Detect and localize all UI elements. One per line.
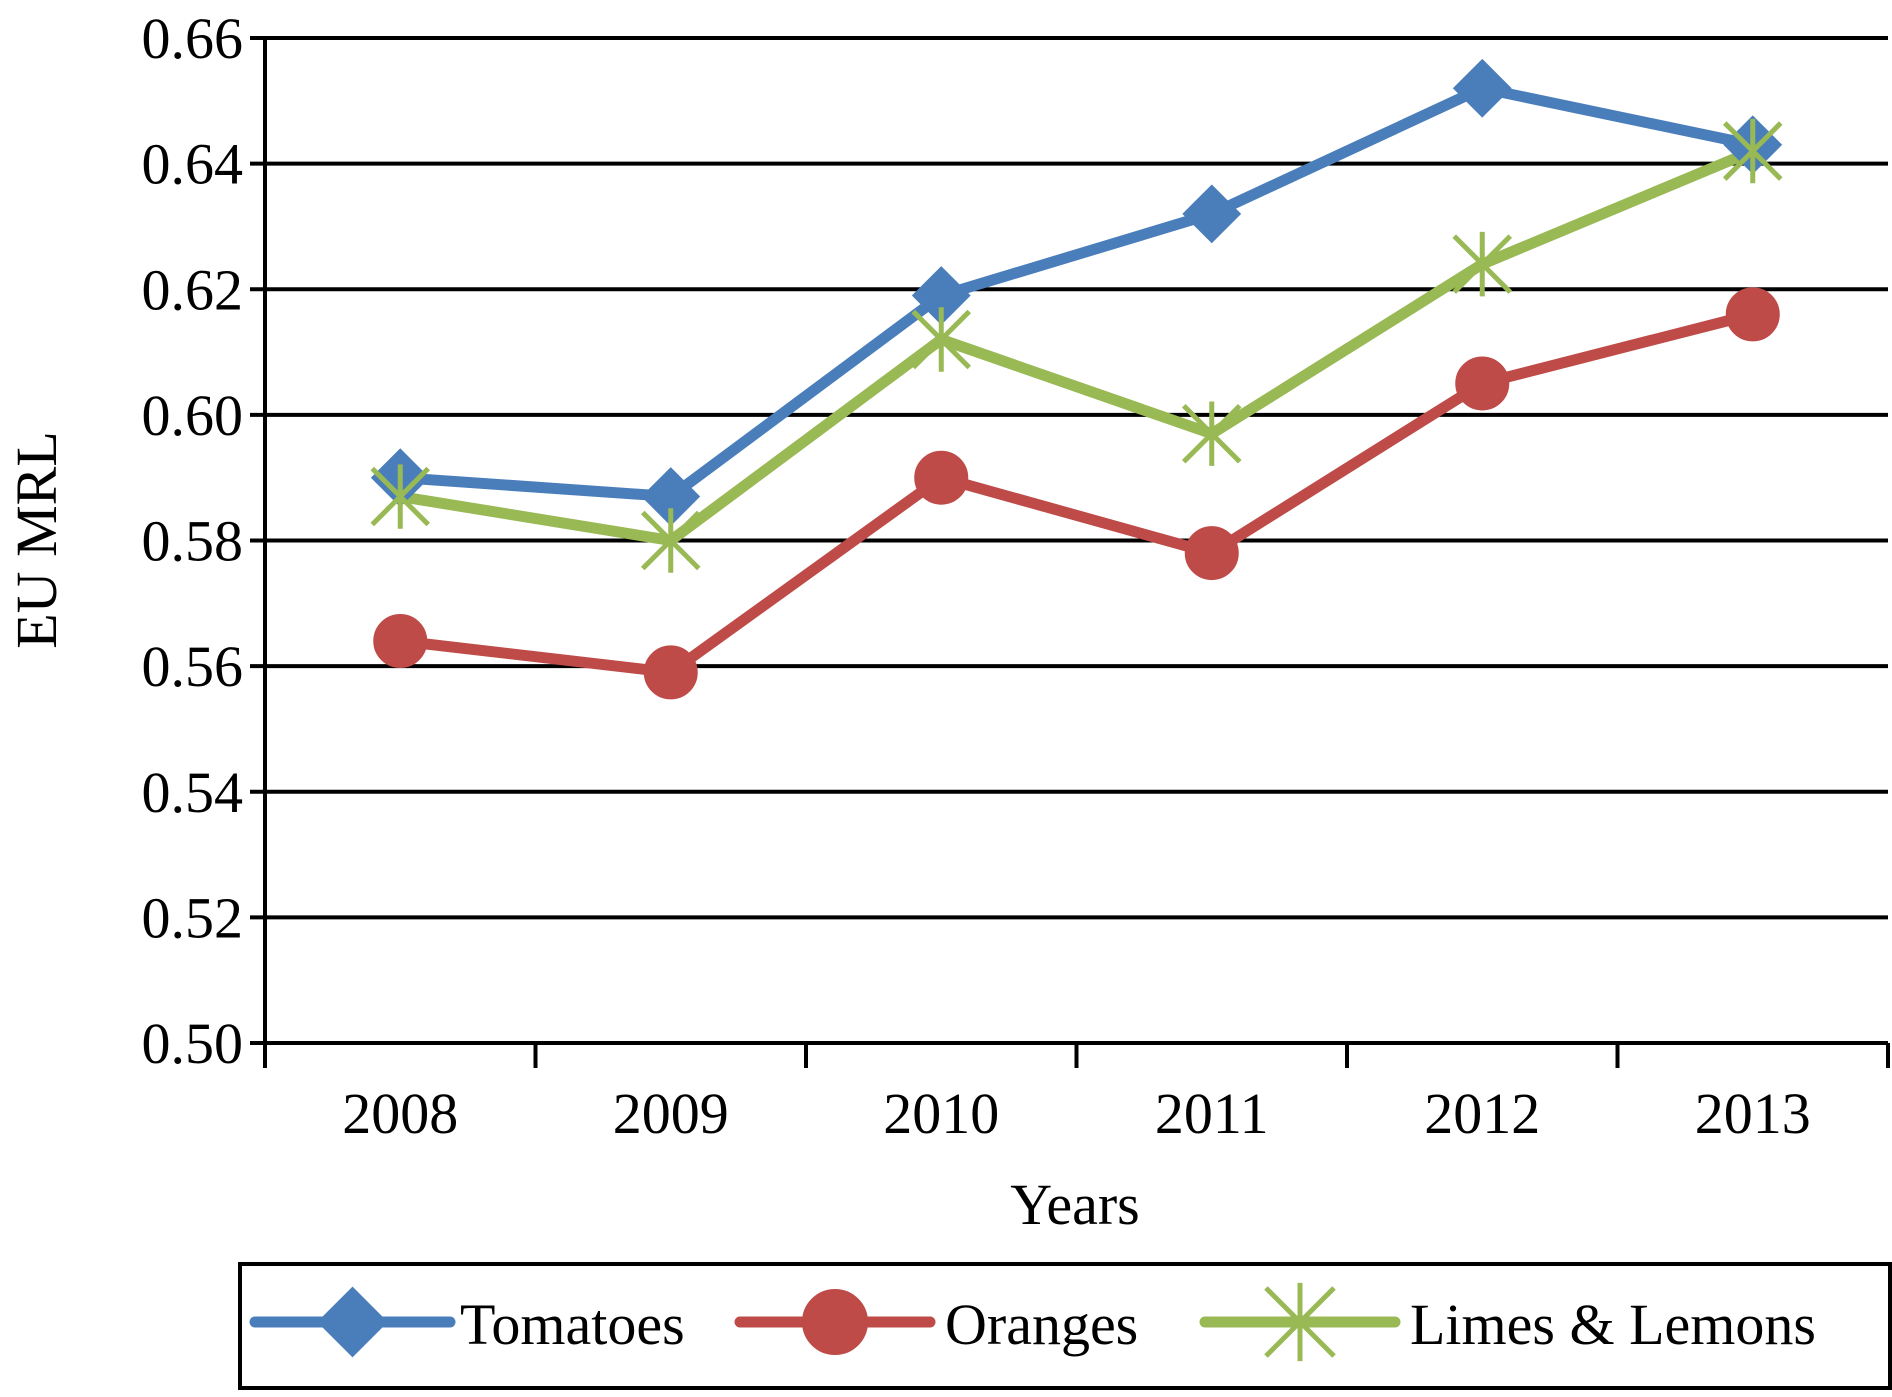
data-point [370, 464, 431, 529]
data-point [373, 614, 428, 668]
y-tick-label: 0.56 [142, 634, 244, 699]
y-tick-label: 0.50 [142, 1011, 244, 1076]
data-point [1184, 526, 1239, 581]
legend-label: Oranges [945, 1292, 1138, 1357]
legend-marker [317, 1286, 388, 1358]
series-line [394, 308, 1759, 678]
y-tick-label: 0.52 [142, 885, 244, 950]
y-tick-label: 0.66 [142, 6, 244, 71]
series-group [370, 58, 1783, 700]
y-tick-label: 0.60 [142, 383, 244, 448]
data-point [640, 508, 701, 573]
x-tick-label: 2008 [342, 1081, 458, 1146]
data-point [914, 450, 969, 505]
y-tick-label: 0.54 [142, 760, 244, 825]
x-tick-label: 2013 [1695, 1081, 1811, 1146]
legend: Tomatoes Oranges Limes & Lemons [238, 1262, 1892, 1390]
legend-items: Tomatoes Oranges Limes & Lemons [249, 1282, 1816, 1362]
legend-box [238, 1262, 1892, 1390]
x-tick-label: 2010 [883, 1081, 999, 1146]
data-point [643, 645, 698, 700]
data-point [1452, 58, 1512, 118]
data-point [1725, 287, 1780, 342]
gridlines [265, 36, 1888, 920]
data-point [1452, 231, 1513, 297]
x-tick-label: 2012 [1424, 1081, 1540, 1146]
y-tick-label: 0.62 [142, 257, 244, 322]
data-point [1182, 184, 1242, 244]
series-line [394, 145, 1759, 546]
axes: 0.50 0.52 0.54 0.56 0.58 0.60 0.62 0.64 0.66 2008… [142, 6, 1890, 1146]
y-tick-label: 0.58 [142, 509, 244, 574]
data-point [1722, 118, 1783, 184]
legend-label: Limes & Lemons [1410, 1292, 1816, 1357]
y-axis-title: EU MRL [4, 431, 69, 649]
x-tick-label: 2011 [1155, 1081, 1269, 1146]
legend-marker [802, 1289, 868, 1355]
x-axis-title: Years [1010, 1172, 1139, 1237]
x-tick-label: 2009 [613, 1081, 729, 1146]
legend-marker [1264, 1282, 1336, 1362]
data-point [911, 307, 972, 372]
legend-label: Tomatoes [460, 1292, 685, 1357]
data-point [1455, 356, 1510, 411]
y-tick-label: 0.64 [142, 132, 244, 197]
series-line [394, 82, 1759, 503]
data-point [1181, 401, 1242, 466]
